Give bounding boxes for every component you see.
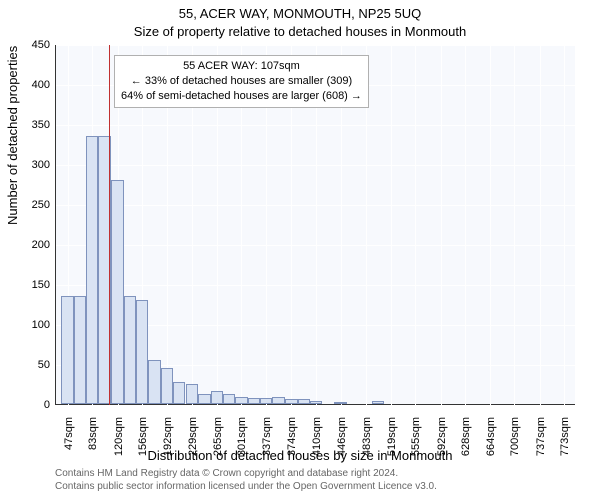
histogram-bar: [161, 368, 173, 404]
y-tick-label: 450: [10, 39, 50, 51]
histogram-bar: [148, 360, 160, 404]
histogram-bar: [272, 397, 284, 404]
histogram-bar: [124, 296, 136, 404]
annotation-line: ← 33% of detached houses are smaller (30…: [121, 74, 362, 89]
y-tick-label: 350: [10, 119, 50, 131]
histogram-bar: [198, 394, 210, 404]
histogram-bar: [86, 136, 98, 404]
histogram-bar: [235, 397, 247, 404]
x-tick-label: 555sqm: [410, 417, 422, 467]
x-tick-label: 156sqm: [137, 417, 149, 467]
y-tick-label: 200: [10, 239, 50, 251]
annotation-line: 64% of semi-detached houses are larger (…: [121, 89, 362, 104]
y-tick-label: 250: [10, 199, 50, 211]
x-tick-label: 446sqm: [336, 417, 348, 467]
y-tick-label: 100: [10, 319, 50, 331]
x-tick-label: 483sqm: [361, 417, 373, 467]
histogram-bar: [74, 296, 86, 404]
plot-area: 55 ACER WAY: 107sqm← 33% of detached hou…: [55, 45, 575, 405]
property-marker-line: [109, 45, 110, 405]
attribution-line: Contains HM Land Registry data © Crown c…: [55, 467, 437, 480]
x-tick-label: 47sqm: [63, 417, 75, 467]
x-tick-label: 374sqm: [286, 417, 298, 467]
histogram-bar: [223, 394, 235, 404]
y-tick-label: 400: [10, 79, 50, 91]
attribution-text: Contains HM Land Registry data © Crown c…: [55, 467, 437, 493]
histogram-bar: [248, 398, 260, 404]
histogram-bar: [285, 399, 297, 404]
x-tick-label: 664sqm: [485, 417, 497, 467]
chart-title-address: 55, ACER WAY, MONMOUTH, NP25 5UQ: [0, 6, 600, 21]
y-tick-label: 50: [10, 359, 50, 371]
x-tick-label: 410sqm: [311, 417, 323, 467]
histogram-bar: [61, 296, 73, 404]
histogram-bar: [298, 399, 310, 404]
histogram-bar: [186, 384, 198, 404]
histogram-bar: [260, 398, 272, 404]
histogram-bar: [372, 401, 384, 404]
histogram-bar: [310, 401, 322, 404]
x-tick-label: 120sqm: [113, 417, 125, 467]
x-tick-label: 265sqm: [212, 417, 224, 467]
x-tick-label: 83sqm: [87, 417, 99, 467]
x-tick-label: 773sqm: [559, 417, 571, 467]
y-tick-label: 150: [10, 279, 50, 291]
x-tick-label: 519sqm: [386, 417, 398, 467]
y-tick-label: 300: [10, 159, 50, 171]
histogram-bar: [111, 180, 123, 404]
x-tick-label: 628sqm: [460, 417, 472, 467]
y-tick-label: 0: [10, 399, 50, 411]
x-tick-label: 700sqm: [509, 417, 521, 467]
x-tick-label: 337sqm: [261, 417, 273, 467]
x-tick-label: 301sqm: [236, 417, 248, 467]
x-tick-label: 737sqm: [535, 417, 547, 467]
histogram-bar: [211, 391, 223, 404]
histogram-bar: [136, 300, 148, 404]
attribution-line: Contains public sector information licen…: [55, 480, 437, 493]
x-tick-label: 592sqm: [436, 417, 448, 467]
histogram-bar: [173, 382, 185, 404]
chart-title-subtitle: Size of property relative to detached ho…: [0, 24, 600, 39]
annotation-line: 55 ACER WAY: 107sqm: [121, 59, 362, 74]
annotation-box: 55 ACER WAY: 107sqm← 33% of detached hou…: [114, 55, 369, 108]
x-tick-label: 192sqm: [162, 417, 174, 467]
histogram-bar: [334, 402, 346, 404]
x-tick-label: 229sqm: [187, 417, 199, 467]
